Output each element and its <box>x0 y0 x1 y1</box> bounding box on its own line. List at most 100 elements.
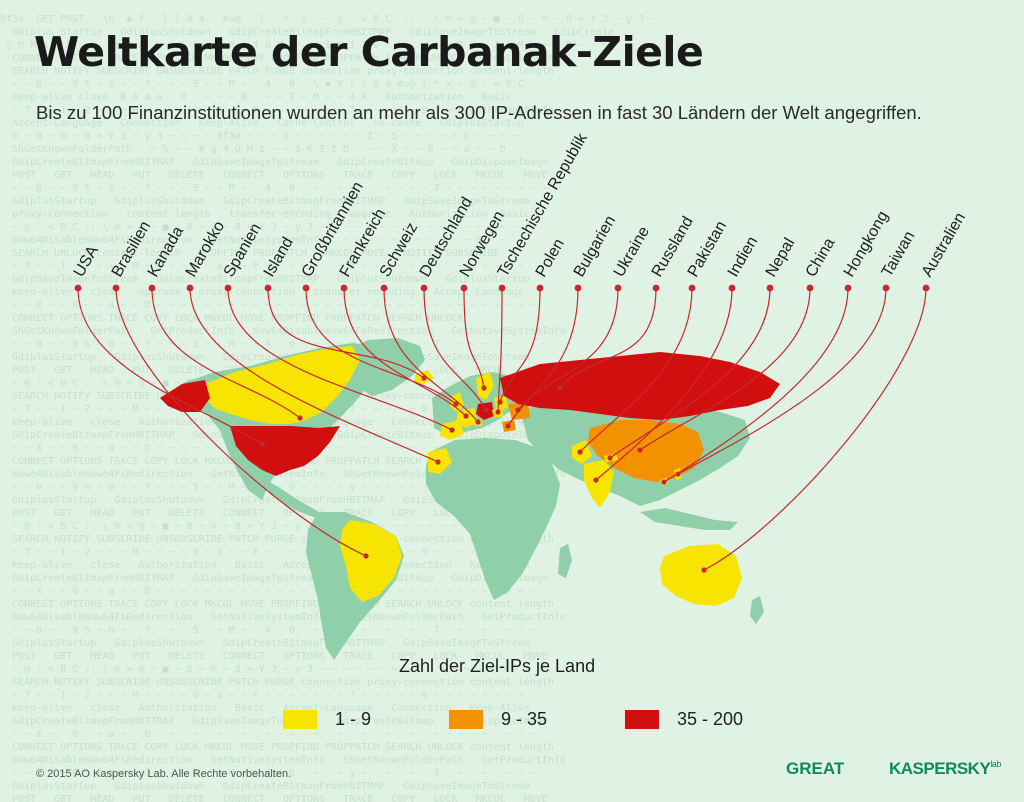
leader-line-deutschland <box>423 287 487 411</box>
label-dot-pakistan <box>688 284 696 292</box>
legend-swatch-yellow <box>283 709 317 729</box>
land-madagascar <box>558 544 572 578</box>
country-label-nepal: Nepal <box>763 235 799 280</box>
target-dot-australien <box>701 567 707 573</box>
target-dot-nepal <box>607 455 613 461</box>
label-dot-island <box>264 284 272 292</box>
page-subtitle: Bis zu 100 Finanzinstitutionen wurden an… <box>36 102 922 123</box>
legend-swatch-red <box>625 709 659 729</box>
country-label-island: Island <box>261 235 297 280</box>
leader-line-island <box>267 287 425 379</box>
land-europe <box>432 372 520 436</box>
target-dot-pakistan <box>577 449 583 455</box>
leader-line-spanien <box>227 287 453 431</box>
leader-line-pakistan <box>579 287 693 453</box>
country-label-australien: Australien <box>919 210 969 280</box>
leader-line-taiwan <box>677 287 887 475</box>
target-dot-taiwan <box>675 471 681 477</box>
legend-swatch-orange <box>449 709 483 729</box>
land-indonesia <box>640 508 738 530</box>
label-dot-polen <box>536 284 544 292</box>
country-label-ukraine: Ukraine <box>611 224 653 280</box>
leader-line-schweiz <box>383 287 479 423</box>
target-dot-frankreich <box>463 413 469 419</box>
land-central-america <box>262 478 322 518</box>
country-usa <box>230 426 340 476</box>
label-dot-marokko <box>186 284 194 292</box>
target-dot-tschechische-republik <box>495 409 501 415</box>
page-title: Weltkarte der Carbanak-Ziele <box>34 28 704 76</box>
target-dot-deutschland <box>483 407 489 413</box>
leader-line-nepal <box>609 287 771 459</box>
target-dot-russland <box>557 385 563 391</box>
label-dot-bulgarien <box>574 284 582 292</box>
country-india <box>584 460 614 508</box>
leader-line-polen <box>499 287 541 403</box>
legend-label-2: 9 - 35 <box>501 708 548 729</box>
legend-item-1: 1 - 9 <box>283 708 371 730</box>
country-label-spanien: Spanien <box>221 221 265 280</box>
leader-lines <box>77 287 927 573</box>
label-dot-australien <box>922 284 930 292</box>
country-label-taiwan: Taiwan <box>879 228 919 280</box>
land-africa <box>426 438 560 600</box>
label-dot-china <box>806 284 814 292</box>
label-dot-indien <box>728 284 736 292</box>
target-dot-hongkong <box>661 479 667 485</box>
leader-line-australien <box>703 287 927 571</box>
leader-line-marokko <box>189 287 439 463</box>
legend-item-2: 9 - 35 <box>449 708 547 730</box>
country-label-usa: USA <box>71 243 102 280</box>
country-label-china: China <box>803 235 839 280</box>
target-dot-china <box>637 447 643 453</box>
label-dot-spanien <box>224 284 232 292</box>
target-dot-polen <box>497 399 503 405</box>
label-dot-norwegen <box>460 284 468 292</box>
leader-line-russland <box>559 287 657 389</box>
target-dot-usa <box>259 441 265 447</box>
country-russia <box>500 352 780 420</box>
target-dot-kanada <box>297 415 303 421</box>
country-label-schweiz: Schweiz <box>377 220 422 280</box>
label-dot-usa <box>74 284 82 292</box>
leader-line-norwegen <box>463 287 485 389</box>
label-dot-schweiz <box>380 284 388 292</box>
label-dot-hongkong <box>844 284 852 292</box>
country-label-indien: Indien <box>725 234 762 280</box>
label-dot-ukraine <box>614 284 622 292</box>
country-china <box>588 420 704 482</box>
target-dot-marokko <box>435 459 441 465</box>
country-brazil <box>340 520 402 602</box>
leader-line-china <box>639 287 811 451</box>
target-dot-norwegen <box>481 385 487 391</box>
label-dot-frankreich <box>340 284 348 292</box>
leader-line-frankreich <box>343 287 467 417</box>
country-australia <box>660 544 742 606</box>
target-dot-spanien <box>449 427 455 433</box>
target-dot-bulgarien <box>505 423 511 429</box>
land-new-zealand <box>750 596 764 624</box>
kaspersky-logo-lab: lab <box>990 759 1001 769</box>
great-logo: GREAT <box>786 759 845 778</box>
leader-line-ukraine <box>517 287 619 411</box>
leader-line-kanada <box>151 287 301 419</box>
leader-line-hongkong <box>663 287 849 483</box>
target-dot-ukraine <box>515 407 521 413</box>
label-dot-tschechische-republik <box>498 284 506 292</box>
label-dot-taiwan <box>882 284 890 292</box>
legend-item-3: 35 - 200 <box>625 708 743 730</box>
legend-label-3: 35 - 200 <box>677 708 744 729</box>
country-label-polen: Polen <box>533 236 568 280</box>
land-greenland <box>345 338 425 396</box>
label-dot-russland <box>652 284 660 292</box>
legend-title: Zahl der Ziel-IPs je Land <box>399 656 596 676</box>
leader-line-gro-britannien <box>305 287 457 405</box>
country-usa-alaska <box>160 380 210 412</box>
target-dot-schweiz <box>475 419 481 425</box>
target-dot-brasilien <box>363 553 369 559</box>
kaspersky-logo: KASPERSKYlab <box>889 759 1001 779</box>
label-dot-gro-britannien <box>302 284 310 292</box>
kaspersky-logo-text: KASPERSKY <box>889 759 991 778</box>
